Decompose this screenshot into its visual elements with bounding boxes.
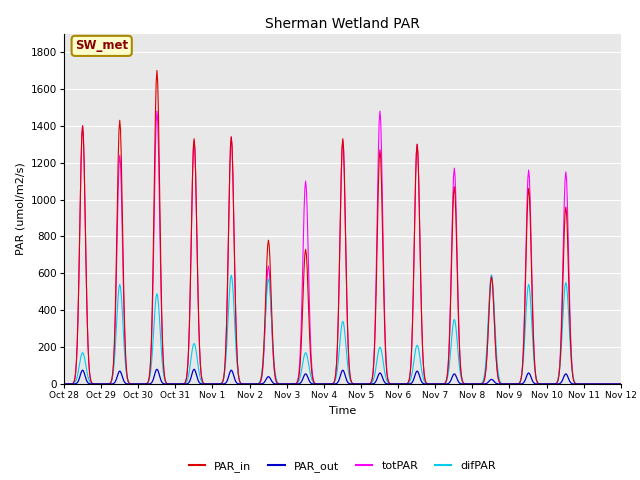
X-axis label: Time: Time: [329, 406, 356, 416]
PAR_out: [153, 366, 161, 372]
totPAR: [617, 381, 625, 387]
PAR_in: [153, 68, 161, 73]
totPAR: [428, 381, 435, 387]
totPAR: [153, 108, 161, 114]
PAR_out: [214, 381, 222, 387]
totPAR: [60, 381, 68, 387]
totPAR: [214, 381, 222, 387]
difPAR: [411, 351, 419, 357]
Line: difPAR: difPAR: [64, 275, 621, 384]
totPAR: [185, 344, 193, 350]
difPAR: [214, 381, 221, 387]
PAR_in: [580, 381, 588, 387]
PAR_out: [185, 380, 193, 386]
PAR_in: [214, 381, 222, 387]
Legend: PAR_in, PAR_out, totPAR, difPAR: PAR_in, PAR_out, totPAR, difPAR: [184, 457, 500, 477]
difPAR: [184, 375, 192, 381]
difPAR: [428, 381, 435, 387]
PAR_out: [127, 381, 135, 387]
PAR_in: [60, 381, 68, 387]
PAR_in: [428, 381, 435, 387]
PAR_in: [617, 381, 625, 387]
PAR_in: [127, 381, 135, 387]
Line: PAR_in: PAR_in: [64, 71, 621, 384]
Title: Sherman Wetland PAR: Sherman Wetland PAR: [265, 17, 420, 31]
Line: totPAR: totPAR: [64, 111, 621, 384]
Line: PAR_out: PAR_out: [64, 369, 621, 384]
Y-axis label: PAR (umol/m2/s): PAR (umol/m2/s): [15, 162, 25, 255]
PAR_in: [411, 212, 419, 217]
totPAR: [70, 379, 78, 384]
PAR_out: [617, 381, 625, 387]
totPAR: [580, 381, 588, 387]
Text: SW_met: SW_met: [75, 39, 128, 52]
PAR_out: [70, 381, 78, 387]
PAR_out: [411, 373, 419, 379]
PAR_in: [185, 344, 193, 350]
PAR_out: [60, 381, 68, 387]
difPAR: [60, 381, 68, 387]
totPAR: [127, 381, 135, 387]
PAR_out: [580, 381, 588, 387]
PAR_in: [70, 379, 78, 384]
difPAR: [127, 381, 135, 387]
difPAR: [227, 272, 235, 278]
PAR_out: [428, 381, 435, 387]
difPAR: [617, 381, 625, 387]
totPAR: [411, 212, 419, 217]
difPAR: [580, 381, 588, 387]
difPAR: [70, 380, 78, 386]
